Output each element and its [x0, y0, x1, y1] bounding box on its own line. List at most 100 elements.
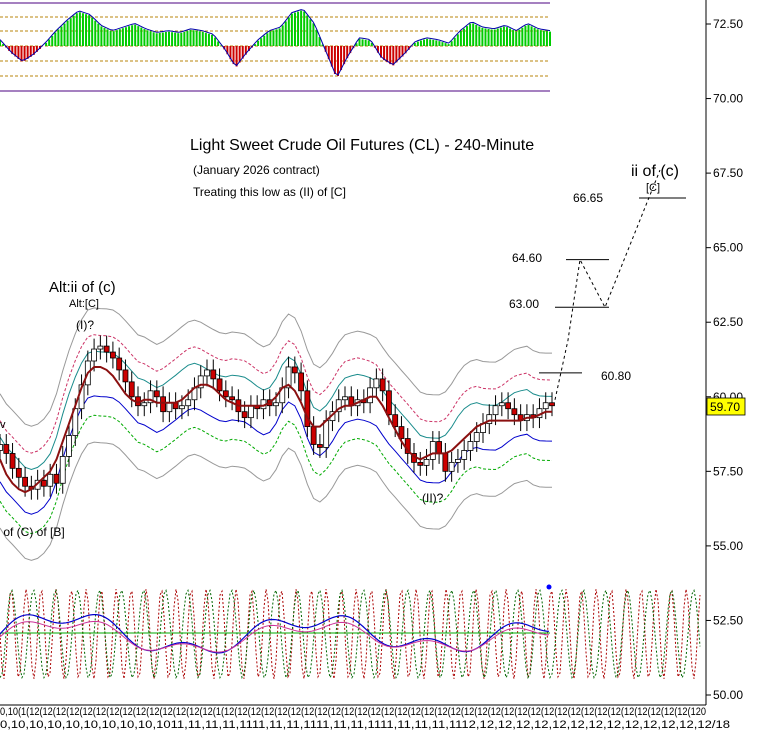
candle-body [0, 444, 3, 451]
candle-body [3, 444, 10, 454]
price-bands [0, 307, 553, 561]
cycle-oscillator-panel [0, 584, 701, 680]
candle-body [429, 441, 436, 460]
candle-body [298, 372, 304, 392]
cycle-line-green [0, 588, 701, 680]
candle-body [291, 366, 298, 374]
x-axis-dates: 0,10,10,10,10,10,10,10,10,1011,11,11,11,… [0, 719, 730, 731]
candle-body [386, 390, 392, 416]
candle-body [59, 456, 66, 484]
candle-body [47, 473, 54, 487]
wave-label-ii: (II)? [422, 491, 444, 505]
band-line [0, 395, 553, 515]
wave-label-left-v: v [0, 419, 6, 431]
candle-body [417, 461, 424, 466]
wave-label-ii-c: ii of (c) [631, 163, 679, 180]
candle-body [116, 357, 123, 371]
target-label: 66.65 [573, 191, 603, 205]
candle-body [216, 378, 223, 392]
candle-body [317, 444, 323, 448]
candle-body [210, 369, 217, 380]
candle-body [461, 450, 468, 460]
candle-body [367, 387, 373, 404]
candle-body [248, 405, 254, 419]
target-label: 60.80 [601, 369, 631, 383]
band-line [0, 334, 553, 454]
moving-average-line [0, 366, 552, 494]
candle-body [285, 366, 292, 389]
candle-body [166, 402, 173, 413]
band-line [0, 307, 552, 427]
cycle-line-red [0, 589, 701, 679]
y-tick-label: 65.00 [713, 241, 743, 255]
wave-label-c-bracket: [C] [646, 182, 660, 194]
candle-body [549, 402, 555, 407]
candle-body [323, 420, 330, 448]
x-axis-ticks: 0,10(1(12(12(12(12(12(12(12(12(12(12(12(… [0, 706, 706, 718]
candle-body [241, 411, 248, 419]
candle-body [273, 402, 279, 407]
wave-label-low: v of (C) of [B] [0, 525, 65, 539]
candle-body [179, 405, 185, 410]
wave-label-alt-ii: Alt:ii of (c) [49, 279, 116, 296]
target-label: 63.00 [509, 297, 539, 311]
candle-body [455, 459, 461, 463]
wave-label-i: (I)? [76, 318, 94, 332]
band-line [0, 441, 552, 561]
chart-note: Treating this low as (II) of [C] [193, 185, 346, 199]
candle-body [141, 402, 148, 407]
y-tick-label: 67.50 [713, 166, 743, 180]
wave-label-alt-c: Alt:[C] [69, 298, 99, 310]
last-price-label: 59.70 [710, 400, 740, 414]
candle-body [185, 399, 192, 407]
candle-body [229, 396, 235, 401]
y-tick-label: 62.50 [713, 315, 743, 329]
band-line [0, 414, 553, 535]
candle-body [473, 432, 480, 442]
y-tick-label: 50.00 [713, 688, 743, 702]
candle-body [448, 461, 455, 472]
candle-body [335, 399, 342, 413]
candle-body [379, 378, 386, 392]
candle-body [204, 369, 210, 377]
candle-body [15, 467, 22, 478]
cycle-marker [546, 584, 552, 590]
chart-subtitle: (January 2026 contract) [193, 163, 320, 177]
candle-body [505, 402, 511, 410]
chart-title: Light Sweet Crude Oil Futures (CL) - 240… [190, 137, 534, 154]
candle-body [91, 348, 97, 362]
candle-body [436, 441, 442, 454]
y-axis: 72.5070.0067.5065.0062.5060.0057.5055.00… [706, 17, 743, 702]
candle-body [342, 396, 348, 401]
candle-body [22, 476, 28, 487]
candle-body [128, 381, 135, 398]
candle-body [542, 402, 549, 410]
candle-body [41, 479, 47, 487]
projection-path [554, 169, 661, 400]
osc-line [0, 9, 551, 76]
candle-body [442, 453, 449, 472]
y-tick-label: 52.50 [713, 613, 743, 627]
candle-body [9, 453, 16, 469]
candle-body [392, 414, 399, 428]
target-levels: 66.65 64.60 63.00 60.80 [509, 191, 686, 383]
target-label: 64.60 [512, 251, 542, 265]
candle-body [398, 426, 405, 439]
moving-averages [0, 366, 552, 494]
top-oscillator-panel [0, 2, 551, 92]
candle-body [197, 375, 204, 389]
candle-body [97, 345, 104, 350]
candle-body [511, 408, 518, 416]
y-tick-label: 70.00 [713, 92, 743, 106]
y-tick-label: 55.00 [713, 539, 743, 553]
candle-body [110, 351, 116, 359]
candle-body [153, 390, 160, 398]
candle-body [122, 369, 129, 383]
candle-body [498, 402, 505, 407]
candle-body [53, 473, 60, 484]
candle-body [222, 390, 229, 398]
candle-body [423, 459, 430, 466]
candle-body [492, 405, 499, 416]
y-tick-label: 57.50 [713, 464, 743, 478]
